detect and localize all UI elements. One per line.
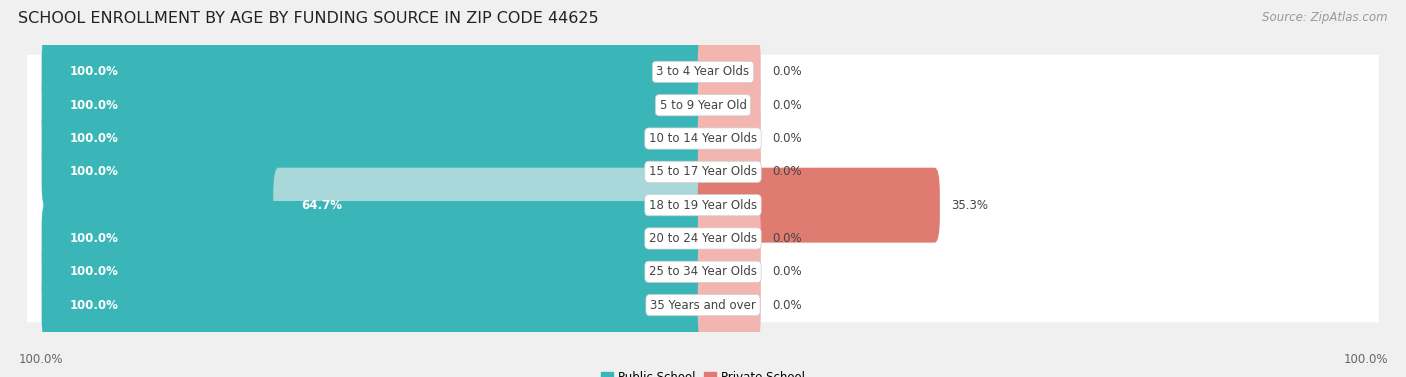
- FancyBboxPatch shape: [42, 34, 709, 109]
- Text: 100.0%: 100.0%: [70, 232, 118, 245]
- Text: 10 to 14 Year Olds: 10 to 14 Year Olds: [650, 132, 756, 145]
- FancyBboxPatch shape: [697, 68, 761, 143]
- FancyBboxPatch shape: [697, 168, 939, 243]
- FancyBboxPatch shape: [27, 155, 1379, 189]
- FancyBboxPatch shape: [27, 288, 1379, 322]
- Text: 20 to 24 Year Olds: 20 to 24 Year Olds: [650, 232, 756, 245]
- Text: 100.0%: 100.0%: [70, 166, 118, 178]
- Text: 64.7%: 64.7%: [301, 199, 343, 211]
- Text: 100.0%: 100.0%: [70, 265, 118, 278]
- Text: SCHOOL ENROLLMENT BY AGE BY FUNDING SOURCE IN ZIP CODE 44625: SCHOOL ENROLLMENT BY AGE BY FUNDING SOUR…: [18, 11, 599, 26]
- FancyBboxPatch shape: [42, 268, 709, 343]
- Text: 25 to 34 Year Olds: 25 to 34 Year Olds: [650, 265, 756, 278]
- Text: 0.0%: 0.0%: [772, 166, 801, 178]
- FancyBboxPatch shape: [697, 201, 761, 276]
- Text: 35.3%: 35.3%: [950, 199, 988, 211]
- FancyBboxPatch shape: [27, 121, 1379, 156]
- FancyBboxPatch shape: [42, 134, 709, 209]
- Text: 0.0%: 0.0%: [772, 99, 801, 112]
- Legend: Public School, Private School: Public School, Private School: [596, 366, 810, 377]
- Text: 0.0%: 0.0%: [772, 132, 801, 145]
- Text: 100.0%: 100.0%: [18, 353, 63, 366]
- FancyBboxPatch shape: [697, 34, 761, 109]
- FancyBboxPatch shape: [697, 234, 761, 309]
- Text: 100.0%: 100.0%: [70, 299, 118, 312]
- Text: 0.0%: 0.0%: [772, 232, 801, 245]
- FancyBboxPatch shape: [27, 55, 1379, 89]
- Text: 100.0%: 100.0%: [1343, 353, 1388, 366]
- FancyBboxPatch shape: [27, 254, 1379, 289]
- Text: 0.0%: 0.0%: [772, 299, 801, 312]
- Text: 100.0%: 100.0%: [70, 65, 118, 78]
- Text: Source: ZipAtlas.com: Source: ZipAtlas.com: [1263, 11, 1388, 24]
- Text: 100.0%: 100.0%: [70, 99, 118, 112]
- FancyBboxPatch shape: [697, 101, 761, 176]
- FancyBboxPatch shape: [42, 234, 709, 309]
- FancyBboxPatch shape: [273, 168, 709, 243]
- FancyBboxPatch shape: [697, 268, 761, 343]
- Text: 0.0%: 0.0%: [772, 65, 801, 78]
- Text: 18 to 19 Year Olds: 18 to 19 Year Olds: [650, 199, 756, 211]
- FancyBboxPatch shape: [697, 134, 761, 209]
- FancyBboxPatch shape: [42, 68, 709, 143]
- FancyBboxPatch shape: [42, 201, 709, 276]
- FancyBboxPatch shape: [42, 101, 709, 176]
- Text: 3 to 4 Year Olds: 3 to 4 Year Olds: [657, 65, 749, 78]
- Text: 35 Years and over: 35 Years and over: [650, 299, 756, 312]
- Text: 15 to 17 Year Olds: 15 to 17 Year Olds: [650, 166, 756, 178]
- Text: 100.0%: 100.0%: [70, 132, 118, 145]
- FancyBboxPatch shape: [27, 188, 1379, 222]
- FancyBboxPatch shape: [27, 88, 1379, 123]
- FancyBboxPatch shape: [27, 221, 1379, 256]
- Text: 5 to 9 Year Old: 5 to 9 Year Old: [659, 99, 747, 112]
- Text: 0.0%: 0.0%: [772, 265, 801, 278]
